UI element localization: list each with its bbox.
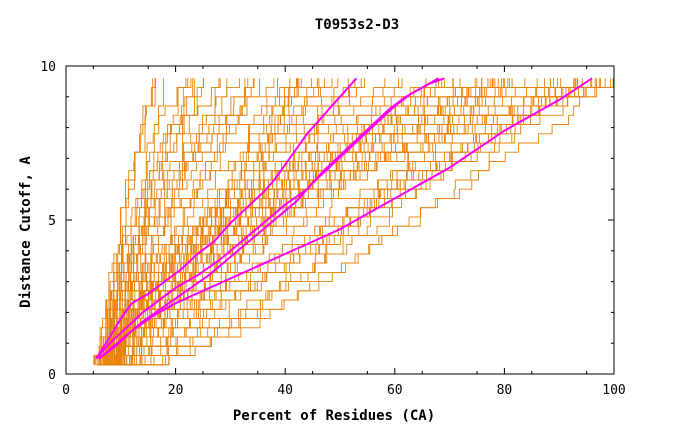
model-curve [105,78,221,365]
model-curve [115,78,192,366]
y-tick-label-10: 10 [40,60,56,75]
model-curve [107,78,506,366]
x-tick-label-80: 80 [497,383,513,398]
model-curve [105,78,494,365]
y-axis: 0 5 10 [40,60,614,383]
model-curve [146,78,483,366]
y-axis-title: Distance Cutoff, A [18,156,34,308]
model-curve [103,78,255,365]
model-curve [107,78,299,366]
model-curve [114,78,300,366]
model-curves [93,78,614,366]
highlight-3-curve [98,77,593,360]
model-curve [102,78,502,366]
model-curve [107,78,526,365]
model-curve [101,78,546,366]
model-curve [115,78,509,366]
x-tick-label-20: 20 [168,383,184,398]
model-curve [104,78,575,366]
model-curve [102,78,399,366]
highlight-2-curve [95,77,440,360]
chart-title: T0953s2-D3 [315,17,399,33]
model-curve [113,78,326,366]
model-curve [117,78,598,366]
model-curve [102,78,601,366]
y-tick-label-5: 5 [48,214,56,229]
model-curve [125,78,493,366]
model-curve [120,78,489,366]
model-curve [115,78,552,365]
highlighted-curves [95,77,593,360]
model-curve [110,78,454,365]
x-axis: 0 20 40 60 80 100 [62,66,626,398]
model-curve [134,78,554,366]
model-curve [93,78,195,365]
model-curve [98,78,491,365]
x-tick-label-60: 60 [387,383,403,398]
model-curve [105,78,578,365]
highlight-4-curve [98,77,445,360]
x-axis-title: Percent of Residues (CA) [233,408,435,424]
model-curve [96,78,578,366]
model-curve [102,78,157,366]
x-tick-label-100: 100 [602,383,625,398]
y-tick-label-0: 0 [48,368,56,383]
x-tick-label-40: 40 [277,383,293,398]
x-tick-label-0: 0 [62,383,70,398]
highlight-1-curve [95,77,358,360]
